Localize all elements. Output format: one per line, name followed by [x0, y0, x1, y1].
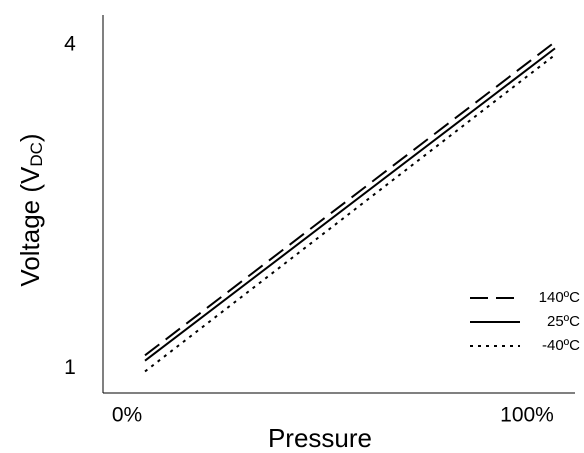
x-axis-label: Pressure	[268, 423, 372, 453]
x-tick-label: 0%	[112, 404, 142, 427]
y-label-suffix: )	[15, 133, 45, 142]
legend-label: 25ºC	[547, 313, 580, 330]
series-line	[144, 54, 556, 373]
series-line	[144, 47, 556, 362]
y-tick-label: 4	[64, 33, 76, 56]
x-tick-label: 100%	[500, 404, 554, 427]
y-axis-label: Voltage (VDC)	[15, 133, 47, 286]
legend-label: -40ºC	[542, 337, 580, 354]
series-line	[144, 41, 556, 357]
y-label-subscript: DC	[27, 142, 46, 167]
y-tick-label: 1	[64, 356, 76, 379]
legend-label: 140ºC	[539, 289, 581, 306]
y-label-text: Voltage (V	[15, 166, 45, 287]
